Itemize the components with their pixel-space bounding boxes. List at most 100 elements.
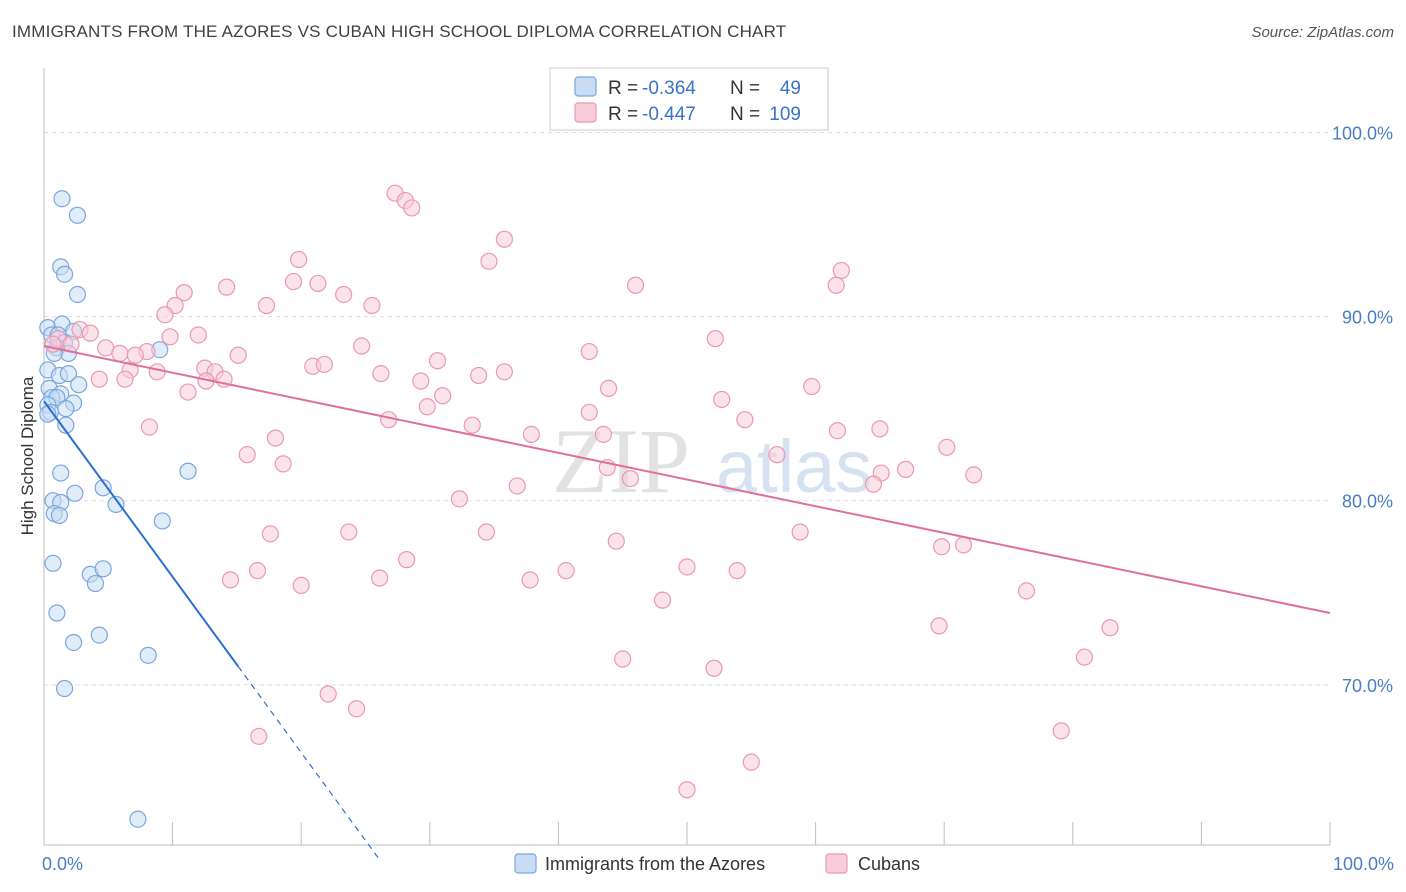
azores-point-38 — [153, 512, 171, 530]
azores-point-46 — [139, 646, 157, 664]
cuban-point-25 — [353, 337, 371, 355]
cuban-point-51 — [434, 387, 452, 405]
azores-point-31 — [94, 479, 112, 497]
legend-n-label-cuban: N = — [730, 104, 760, 125]
azores-points — [39, 190, 197, 828]
cuban-point-19 — [81, 324, 99, 342]
cuban-point-75 — [450, 490, 468, 508]
trend-lines — [43, 345, 1331, 862]
cuban-point-97 — [705, 659, 723, 677]
y-axis-label: High School Diploma — [18, 376, 37, 535]
cuban-point-76 — [261, 525, 279, 543]
legend-swatch-cuban — [574, 102, 597, 123]
x-tick-label-min: 0.0% — [42, 854, 83, 874]
cuban-point-20 — [189, 326, 207, 344]
cuban-point-39 — [148, 363, 166, 381]
cuban-point-43 — [90, 370, 108, 388]
cuban-point-63 — [266, 429, 285, 447]
cuban-point-37 — [315, 355, 333, 374]
cuban-point-5 — [290, 250, 308, 269]
cuban-point-84 — [248, 562, 267, 580]
watermark: ZIP atlas — [552, 410, 872, 512]
cuban-point-57 — [140, 418, 159, 436]
cuban-point-102 — [1052, 722, 1070, 740]
grid-lines — [44, 131, 1330, 686]
azores-point-47 — [55, 679, 74, 698]
cuban-point-11 — [218, 278, 236, 296]
legend-n-value-azores: 49 — [780, 78, 801, 99]
bottom-legend-swatch-cuban — [825, 853, 848, 874]
cuban-point-89 — [371, 569, 389, 587]
y-tick-label-90: 90.0% — [1342, 308, 1393, 328]
cuban-point-32 — [706, 330, 724, 348]
x-tick-label-max: 100.0% — [1333, 854, 1394, 874]
cuban-point-44 — [116, 370, 134, 388]
cuban-point-96 — [614, 650, 632, 668]
cuban-point-41 — [470, 366, 488, 385]
cuban-point-49 — [599, 379, 618, 397]
cuban-point-78 — [477, 523, 495, 541]
cuban-point-21 — [161, 328, 179, 346]
cuban-point-4 — [480, 252, 498, 270]
legend-swatch-azores — [574, 76, 597, 97]
cuban-point-50 — [179, 383, 197, 401]
azores-point-32 — [66, 484, 84, 502]
y-tick-label-80: 80.0% — [1342, 492, 1393, 512]
cuban-point-54 — [580, 403, 598, 421]
cuban-point-7 — [284, 272, 303, 291]
cuban-point-27 — [111, 344, 129, 362]
cuban-point-3 — [495, 230, 513, 248]
cuban-point-60 — [871, 420, 889, 438]
cuban-point-56 — [736, 411, 754, 429]
cuban-point-12 — [175, 284, 193, 302]
cuban-point-98 — [1075, 648, 1093, 666]
azores-point-42 — [86, 574, 105, 593]
azores-point-37 — [50, 506, 69, 525]
legend-r-value-cuban: -0.447 — [642, 104, 696, 125]
azores-trend-extension — [237, 666, 382, 862]
cuban-point-29 — [126, 346, 144, 364]
cuban-point-99 — [319, 685, 337, 703]
cuban-point-73 — [864, 475, 883, 493]
chart-title: IMMIGRANTS FROM THE AZORES VS CUBAN HIGH… — [12, 22, 787, 41]
cuban-point-85 — [557, 562, 575, 580]
legend-r-value-azores: -0.364 — [642, 78, 696, 99]
cuban-point-58 — [463, 416, 481, 434]
azores-trend-line — [43, 400, 239, 667]
y-tick-labels: 100.0% 90.0% 80.0% 70.0% — [1332, 123, 1393, 695]
azores-point-30 — [179, 462, 197, 480]
cuban-point-52 — [713, 390, 731, 409]
cuban-point-90 — [521, 571, 539, 589]
cuban-point-81 — [933, 538, 951, 556]
azores-point-0 — [53, 190, 71, 208]
cuban-point-2 — [403, 199, 421, 217]
azores-point-4 — [68, 285, 87, 304]
azores-point-35 — [107, 495, 125, 513]
cuban-point-15 — [363, 296, 381, 315]
legend-r-label-azores: R = — [608, 78, 638, 99]
legend-r-label-cuban: R = — [608, 104, 638, 125]
cuban-point-48 — [803, 377, 821, 396]
cuban-point-16 — [257, 296, 276, 315]
cuban-point-66 — [768, 446, 786, 464]
cuban-point-104 — [678, 781, 696, 799]
cuban-point-83 — [398, 551, 416, 569]
cuban-point-100 — [347, 700, 366, 718]
cuban-point-9 — [626, 276, 645, 294]
cuban-point-72 — [621, 469, 640, 488]
azores-point-43 — [48, 604, 66, 622]
cuban-point-74 — [508, 477, 526, 495]
cuban-point-13 — [335, 285, 353, 304]
bottom-legend-label-cuban: Cubans — [858, 854, 920, 874]
watermark-atlas: atlas — [716, 425, 872, 508]
cuban-point-91 — [292, 576, 310, 594]
cuban-point-67 — [274, 455, 292, 473]
cuban-point-64 — [938, 438, 956, 456]
watermark-zip: ZIP — [552, 410, 690, 512]
azores-point-3 — [55, 265, 74, 283]
source-label: Source: ZipAtlas.com — [1251, 24, 1394, 41]
azores-point-24 — [57, 400, 75, 418]
cuban-point-86 — [678, 558, 696, 576]
bottom-legend: Immigrants from the Azores Cubans — [514, 853, 920, 874]
